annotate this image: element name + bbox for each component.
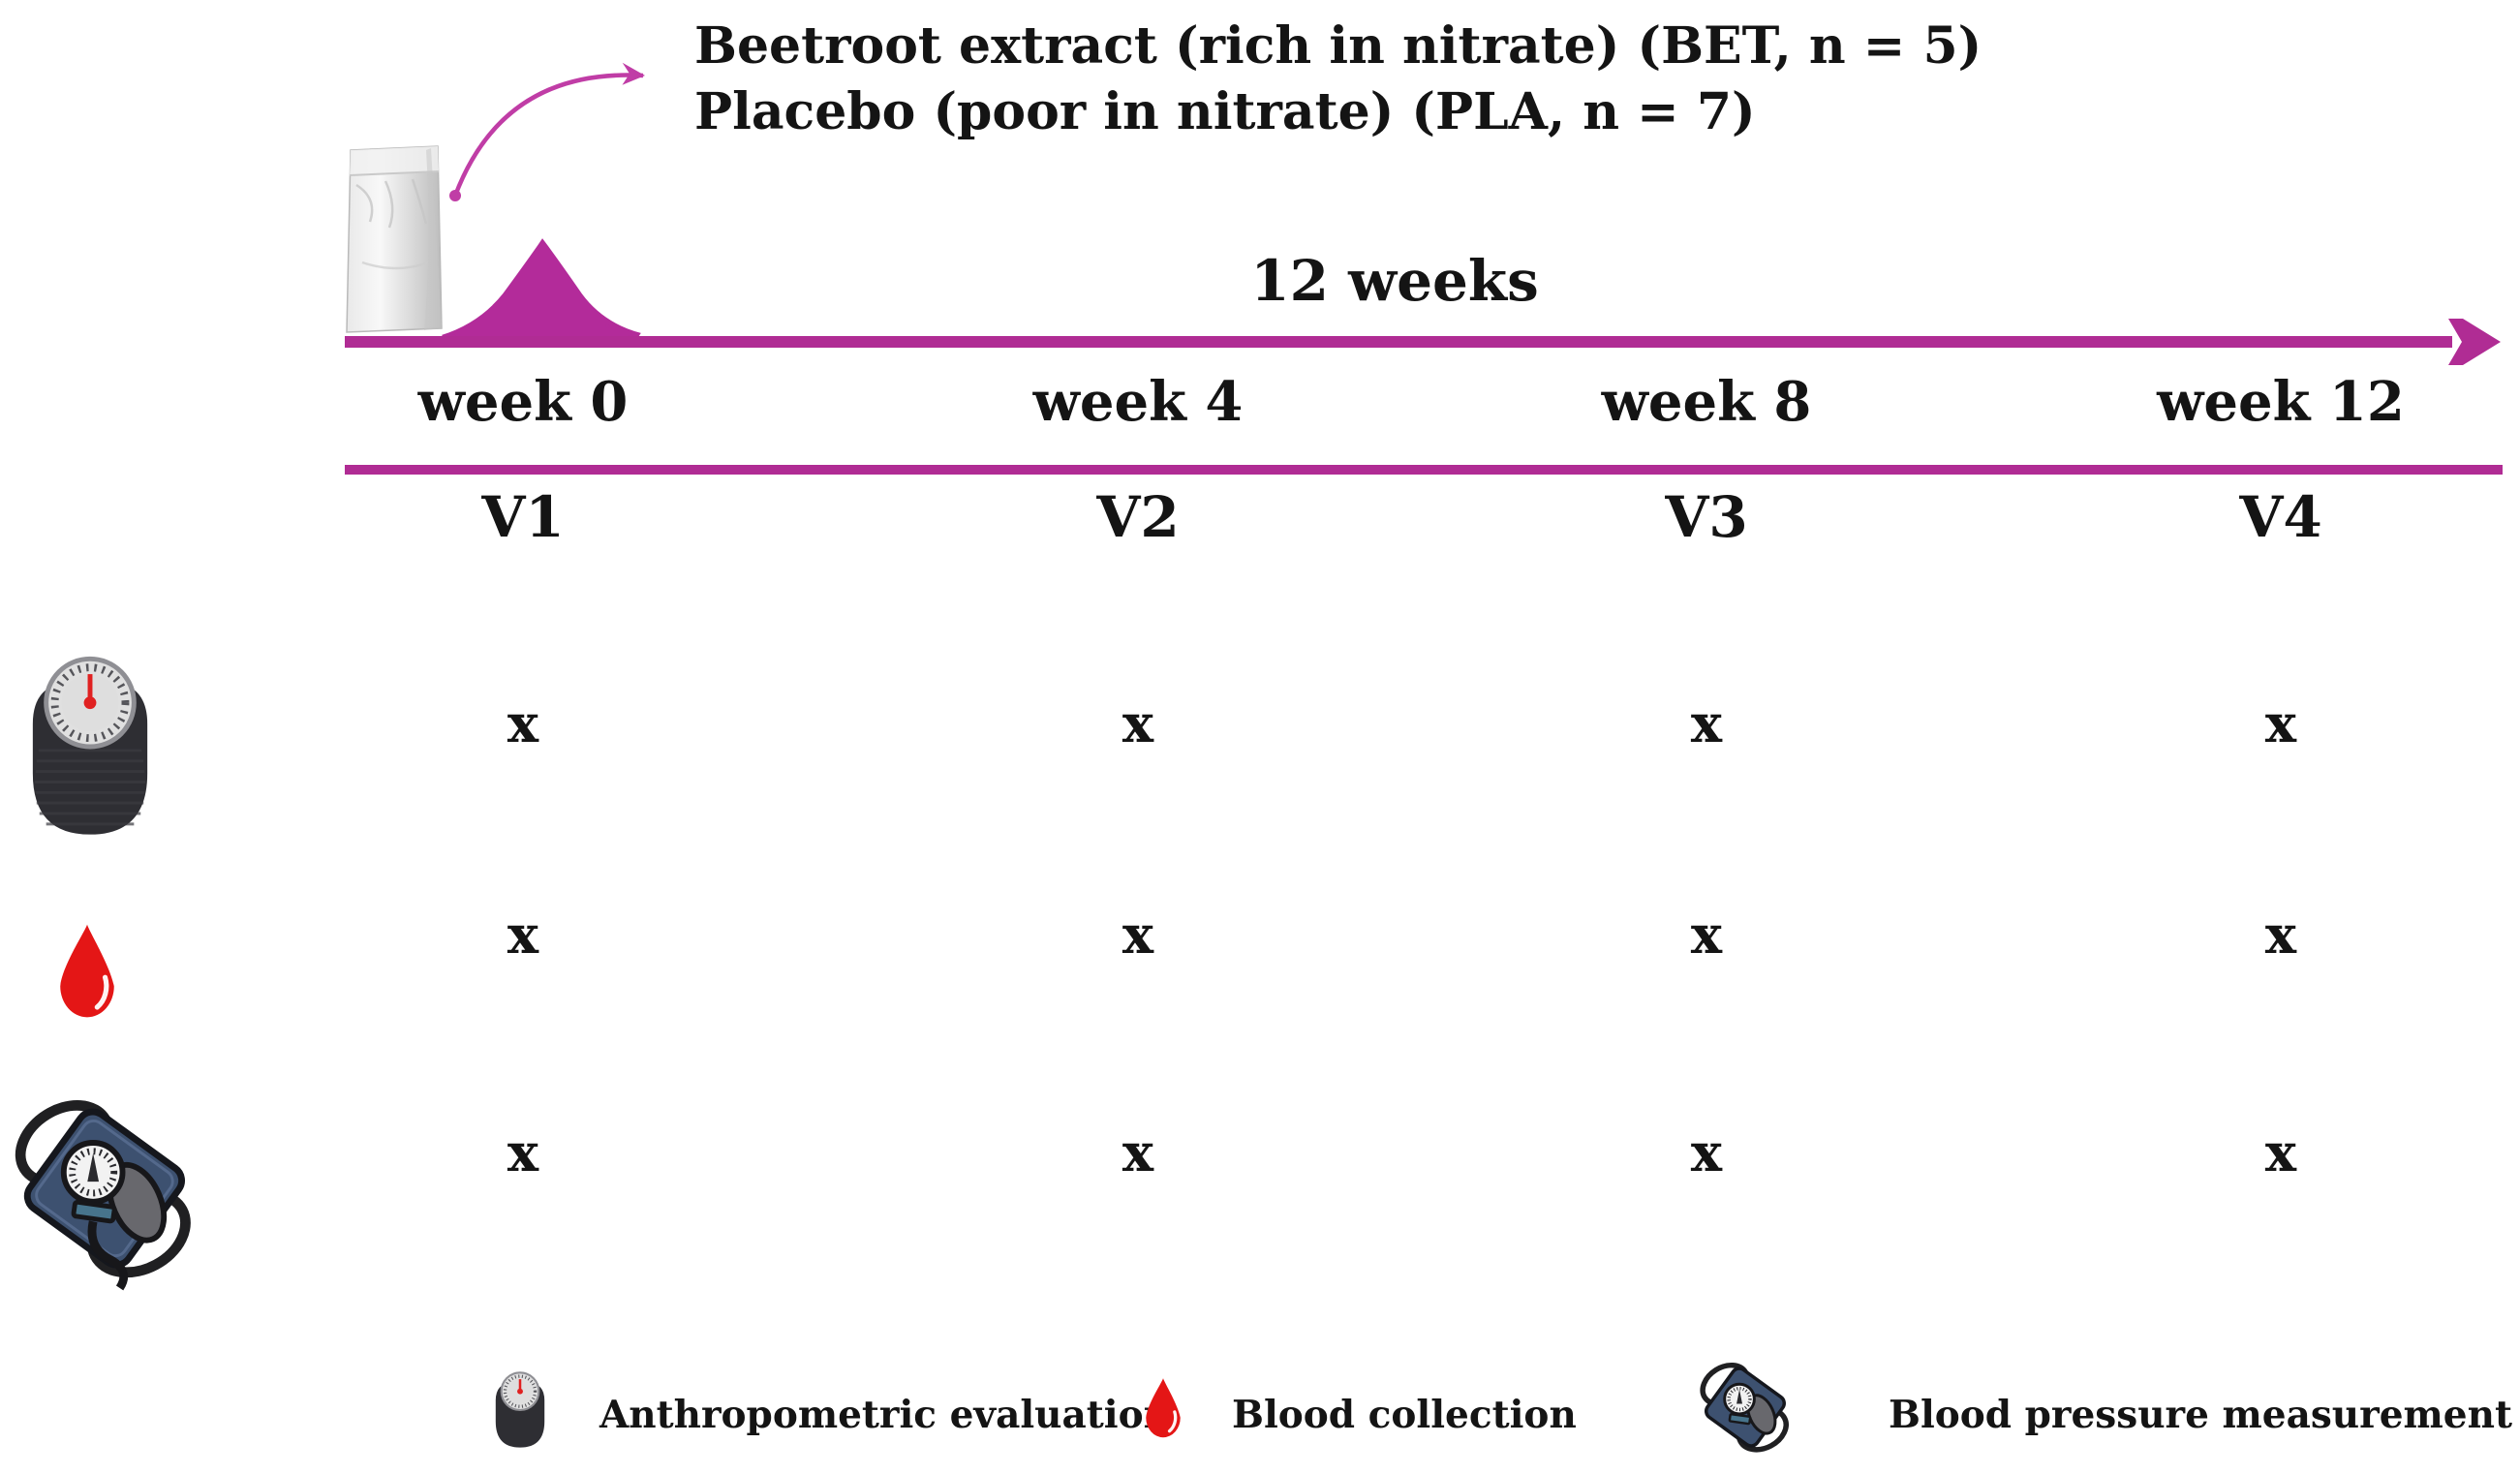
blood-pressure-cuff-icon (15, 1099, 191, 1291)
visit-mark: x (2264, 1121, 2297, 1183)
week-label-12: week 12 (2157, 370, 2405, 434)
visit-mark: x (507, 904, 539, 966)
legend-label-blood-pressure: Blood pressure measurement (1889, 1393, 2512, 1437)
visit-mark: x (2264, 692, 2297, 754)
visit-mark: x (507, 692, 539, 754)
visit-mark: x (1690, 1121, 1723, 1183)
timeline-bar (345, 336, 2452, 348)
visit-divider-bar (345, 465, 2503, 475)
powder-pile-illustration (442, 238, 641, 341)
weighing-scale-icon (495, 1371, 545, 1448)
visit-label-v2: V2 (1096, 484, 1180, 550)
legend-label-anthropometric: Anthropometric evaluation (599, 1393, 1171, 1437)
visit-mark: x (1690, 904, 1723, 966)
blood-pressure-cuff-icon (1700, 1362, 1789, 1453)
visit-mark: x (1122, 1121, 1154, 1183)
blood-drop-icon (60, 924, 114, 1018)
visit-label-v4: V4 (2239, 484, 2322, 550)
weighing-scale-icon (32, 656, 148, 835)
week-label-8: week 8 (1601, 370, 1812, 434)
duration-label: 12 weeks (1250, 248, 1539, 314)
curved-arrow-icon (449, 62, 645, 201)
week-label-0: week 0 (417, 370, 629, 434)
visit-label-v1: V1 (481, 484, 565, 550)
visit-label-v3: V3 (1665, 484, 1748, 550)
visit-mark: x (1690, 692, 1723, 754)
note-line-placebo: Placebo (poor in nitrate) (PLA, n = 7) (694, 82, 1756, 141)
visit-mark: x (1122, 904, 1154, 966)
visit-mark: x (507, 1121, 539, 1183)
note-line-beetroot: Beetroot extract (rich in nitrate) (BET,… (694, 16, 1982, 76)
supplement-pouch-illustration (346, 145, 443, 333)
blood-drop-icon (1146, 1378, 1181, 1438)
visit-mark: x (2264, 904, 2297, 966)
legend-label-blood-collection: Blood collection (1232, 1393, 1577, 1437)
intervention-note: Beetroot extract (rich in nitrate) (BET,… (694, 14, 1982, 145)
timeline-arrowhead-icon (2448, 319, 2501, 365)
week-label-4: week 4 (1032, 370, 1244, 434)
visit-mark: x (1122, 692, 1154, 754)
